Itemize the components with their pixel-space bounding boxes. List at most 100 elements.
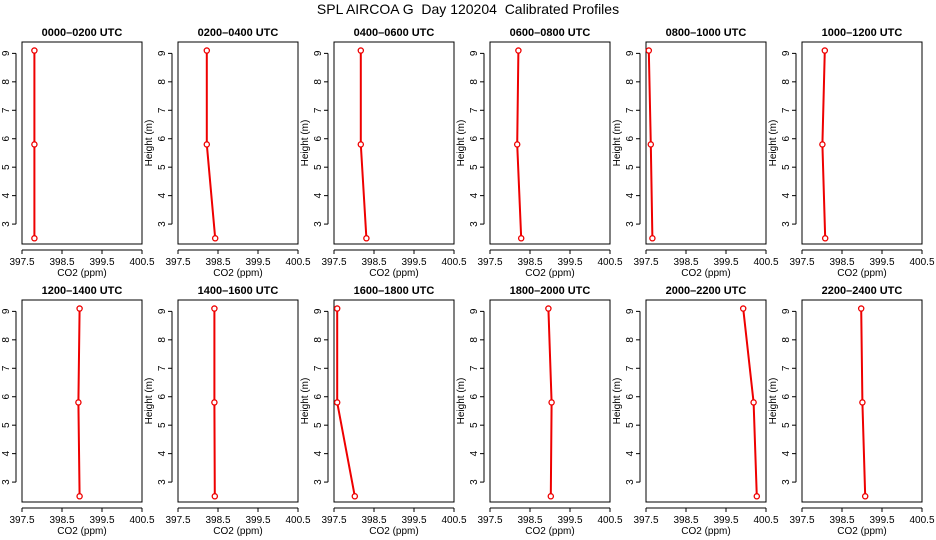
x-tick-label: 400.5 [285, 515, 310, 526]
y-tick-label: 6 [1, 394, 12, 400]
profile-point [75, 399, 82, 406]
panel-7: 1400–1600 UTC 397.5 398.5 399.5 400.5 CO2 (pp… [144, 285, 311, 537]
profile-point [821, 47, 829, 54]
profile-point [645, 47, 653, 54]
panel-10: 2000–2200 UTC 397.5 398.5 399.5 400.5 CO2 (pp… [612, 285, 779, 537]
x-axis-label: CO2 (ppm) [213, 526, 262, 537]
panel-title: 2200–2400 UTC [822, 285, 903, 297]
y-tick-label: 5 [1, 164, 12, 170]
profile-point [211, 235, 219, 242]
x-tick-label: 398.5 [829, 257, 854, 268]
y-tick-label: 8 [781, 79, 792, 85]
y-tick-label: 9 [157, 308, 168, 314]
profile-point [821, 235, 829, 242]
x-tick-label: 397.5 [789, 257, 814, 268]
y-axis-label: Height (m) [612, 120, 623, 167]
y-axis-label: Height (m) [144, 120, 155, 167]
y-tick-label: 7 [781, 107, 792, 113]
y-tick-label: 3 [313, 221, 324, 227]
x-tick-label: 400.5 [597, 257, 622, 268]
profile-point [333, 305, 341, 312]
y-tick-label: 8 [313, 79, 324, 85]
x-tick-label: 398.5 [517, 515, 542, 526]
plot-frame [645, 41, 767, 245]
profile-point [31, 47, 38, 54]
y-tick-label: 3 [157, 221, 168, 227]
profile-point [547, 493, 555, 500]
panel-title: 0800–1000 UTC [666, 27, 747, 39]
x-axis-label: CO2 (ppm) [681, 268, 730, 279]
x-tick-label: 399.5 [245, 515, 270, 526]
profile-point [357, 47, 365, 54]
panel-5: 1000–1200 UTC 397.5 398.5 399.5 400.5 CO2 (pp… [768, 27, 935, 279]
y-tick-label: 6 [469, 136, 480, 142]
y-tick-label: 5 [469, 422, 480, 428]
y-tick-label: 3 [781, 221, 792, 227]
y-tick-label: 7 [625, 107, 636, 113]
x-tick-label: 400.5 [441, 515, 466, 526]
x-tick-label: 399.5 [89, 257, 114, 268]
panel-title: 1400–1600 UTC [198, 285, 279, 297]
profile-point [859, 399, 866, 406]
x-tick-label: 399.5 [557, 515, 582, 526]
y-tick-label: 4 [157, 192, 168, 198]
y-tick-label: 6 [469, 394, 480, 400]
plot-frame [177, 299, 299, 503]
y-tick-label: 4 [313, 450, 324, 456]
profile-point [357, 141, 365, 148]
profile-point [753, 493, 761, 500]
y-tick-label: 5 [781, 164, 792, 170]
x-tick-label: 397.5 [321, 515, 346, 526]
plot-frame [333, 41, 455, 245]
x-tick-label: 398.5 [205, 257, 230, 268]
x-tick-label: 400.5 [441, 257, 466, 268]
profile-point [333, 399, 341, 406]
profile-point [31, 235, 38, 242]
y-tick-label: 8 [781, 337, 792, 343]
y-tick-label: 7 [1, 365, 12, 371]
y-axis-label: Height (m) [144, 378, 155, 425]
y-tick-label: 4 [469, 450, 480, 456]
profile-point [649, 235, 656, 242]
profile-point [548, 399, 555, 406]
y-tick-label: 4 [625, 450, 636, 456]
y-tick-label: 4 [313, 192, 324, 198]
x-tick-label: 399.5 [869, 515, 894, 526]
y-axis-label: Height (m) [456, 378, 467, 425]
y-tick-label: 7 [1, 107, 12, 113]
plot-frame [333, 299, 455, 503]
y-axis-label: Height (m) [612, 378, 623, 425]
panel-title: 1200–1400 UTC [42, 285, 123, 297]
panel-3: 0600–0800 UTC 397.5 398.5 399.5 400.5 CO2 (pp… [456, 27, 623, 279]
x-axis-label: CO2 (ppm) [837, 268, 886, 279]
y-tick-label: 9 [313, 50, 324, 56]
x-tick-label: 400.5 [129, 515, 154, 526]
y-tick-label: 5 [313, 422, 324, 428]
panel-2: 0400–0600 UTC 397.5 398.5 399.5 400.5 CO2 (pp… [300, 27, 467, 279]
panel-0: 0000–0200 UTC 397.5 398.5 399.5 400.5 CO2 (pp… [1, 27, 155, 279]
x-tick-label: 397.5 [9, 515, 34, 526]
panel-8: 1600–1800 UTC 397.5 398.5 399.5 400.5 CO2 (pp… [300, 285, 467, 537]
x-axis-label: CO2 (ppm) [525, 268, 574, 279]
profile-point [363, 235, 370, 242]
y-tick-label: 9 [625, 50, 636, 56]
y-tick-label: 7 [157, 365, 168, 371]
x-tick-label: 397.5 [477, 515, 502, 526]
y-tick-label: 4 [1, 450, 12, 456]
y-tick-label: 5 [157, 164, 168, 170]
profile-point [351, 493, 359, 500]
y-tick-label: 7 [469, 107, 480, 113]
panel-6: 1200–1400 UTC 397.5 398.5 399.5 400.5 CO2 (pp… [1, 285, 155, 537]
y-tick-label: 5 [625, 422, 636, 428]
x-tick-label: 399.5 [557, 257, 582, 268]
y-tick-label: 6 [781, 394, 792, 400]
y-tick-label: 3 [469, 479, 480, 485]
panel-title: 1800–2000 UTC [510, 285, 591, 297]
x-axis-label: CO2 (ppm) [681, 526, 730, 537]
x-tick-label: 398.5 [361, 257, 386, 268]
y-tick-label: 3 [625, 479, 636, 485]
x-tick-label: 397.5 [165, 257, 190, 268]
x-tick-label: 400.5 [129, 257, 154, 268]
profile-point [203, 47, 211, 54]
